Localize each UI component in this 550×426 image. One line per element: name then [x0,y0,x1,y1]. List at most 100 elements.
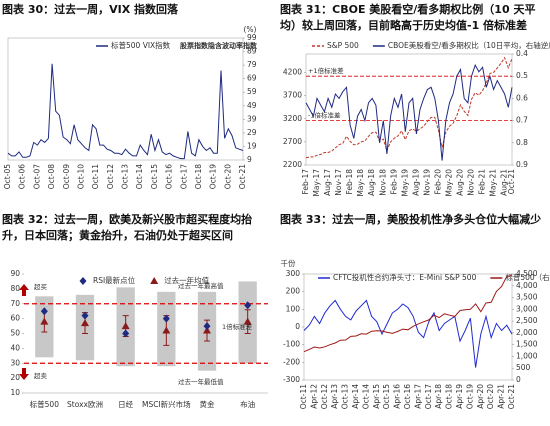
y-tick-label: 0.9 [516,160,528,169]
y-tick-label: 4,500 [516,269,538,278]
latest-marker [122,329,130,338]
mean-marker [81,319,89,327]
x-tick-label: May-18 [356,169,365,197]
x-tick-label: Oct-21 [238,164,247,189]
x-tick-label: Oct-11 [299,384,308,409]
x-tick-label: Nov-17 [334,169,343,196]
x-tick-label: Aug-19 [411,169,420,196]
x-tick-label: Feb-17 [301,169,310,195]
y-tick-label: 200 [286,287,301,296]
x-tick-label: MSCI新兴市场 [142,399,191,409]
chart-title: 图表 30：过去一周，VIX 指数回落 [2,3,179,16]
series-line [7,63,244,160]
y-tick-label: 19 [247,141,257,150]
y-tick-label: -100 [283,340,300,349]
x-tick-label: Oct-14 [135,164,144,189]
x-tick-label: Oct-08 [47,164,56,189]
x-tick-label: Apr-19 [455,384,464,409]
latest-marker [244,301,252,310]
x-tick-label: Oct-15 [382,384,391,409]
y-tick-label: 70 [10,299,20,308]
x-tick-label: May-21 [489,169,498,197]
x-tick-label: May-17 [312,169,321,197]
x-tick-label: Feb-18 [345,169,354,195]
x-tick-label: Oct-18 [194,164,203,189]
y-tick-label: 10 [10,388,20,397]
x-tick-label: Oct-10 [76,164,85,189]
y-tick-label: 3700 [283,91,302,100]
x-tick-label: Oct-18 [445,384,454,409]
x-tick-label: Oct-05 [3,164,12,189]
y-tick-label: 100 [286,304,301,313]
mean-marker [243,317,252,325]
y-tick-label: 9 [247,155,252,164]
x-tick-label: Oct-11 [91,164,100,189]
legend-label: RSI最新点位 [93,275,136,285]
y-tick-label: 50 [10,329,20,338]
y-tick-label: 20 [10,373,20,382]
y-tick-label: 40 [10,343,20,352]
y-tick-label: 3200 [283,114,302,123]
x-tick-label: Apr-14 [351,384,360,409]
plot-frame [303,273,513,381]
x-tick-label: Feb-20 [433,169,442,195]
x-tick-label: Feb-21 [478,169,487,195]
x-tick-label: Oct-19 [465,384,474,409]
y-tick-label: 1,000 [516,351,538,360]
x-tick-label: Nov-19 [422,169,431,196]
x-tick-label: Oct-06 [18,164,27,189]
x-tick-label: Nov-20 [467,169,476,196]
reference-label: +1倍标准差 [308,66,344,75]
y-tick-label: 89 [247,47,257,56]
legend-swatch [150,277,159,284]
y-tick-label: 0.4 [516,49,528,58]
y-tick-label: -200 [283,357,300,366]
x-tick-label: Oct-17 [179,164,188,189]
x-tick-label: Apr-21 [497,384,506,409]
y-tick-label: 300 [286,269,301,278]
y-tick-label: 30 [10,358,20,367]
plot-frame [305,53,513,166]
y-tick-label: 2,500 [516,316,538,325]
arrow-down [19,368,29,380]
mean-marker [121,322,130,330]
annotation: 超卖 [34,371,48,380]
arrow-up [19,284,29,296]
axis-unit: 千份 [281,258,296,268]
x-tick-label: Oct-16 [403,384,412,409]
y-tick-label: -300 [283,375,300,384]
y-tick-label: 4200 [283,68,302,77]
mean-marker [40,317,49,325]
x-tick-label: Feb-19 [389,169,398,195]
x-tick-label: 布油 [240,399,255,409]
x-tick-label: Apr-18 [434,384,443,409]
x-tick-label: Oct-09 [62,164,71,189]
series-line [305,63,513,161]
y-tick-label: 0.8 [516,138,528,147]
x-tick-label: Aug-20 [456,169,465,196]
x-tick-label: Oct-13 [121,164,130,189]
y-tick-label: 60 [10,314,20,323]
annotation: 1倍标准差 [222,322,253,331]
x-tick-label: Oct-15 [150,164,159,189]
legend-label: CFTC投机性合约净头寸：E-Mini S&P 500 [333,272,477,282]
y-tick-label: 39 [247,114,257,123]
y-tick-label: 0 [516,375,521,384]
annotation: 过去一年最低值 [178,377,224,386]
x-tick-label: Oct-17 [424,384,433,409]
y-tick-label: 3,000 [516,304,538,313]
y-tick-label: 69 [247,74,257,83]
x-tick-label: Stoxx欧洲 [67,399,103,409]
x-tick-label: Apr-12 [309,384,318,409]
y-tick-label: 0 [295,322,300,331]
x-tick-label: Oct-07 [32,164,41,189]
plot-frame [7,37,244,161]
x-tick-label: Nov-18 [378,169,387,196]
x-tick-label: Oct-19 [209,164,218,189]
axis-unit: (%) [244,25,257,34]
latest-marker [40,307,48,316]
legend-label: 标普500（右轴） [505,272,550,282]
y-tick-label: 29 [247,128,257,137]
x-tick-label: Aug-17 [323,169,332,196]
